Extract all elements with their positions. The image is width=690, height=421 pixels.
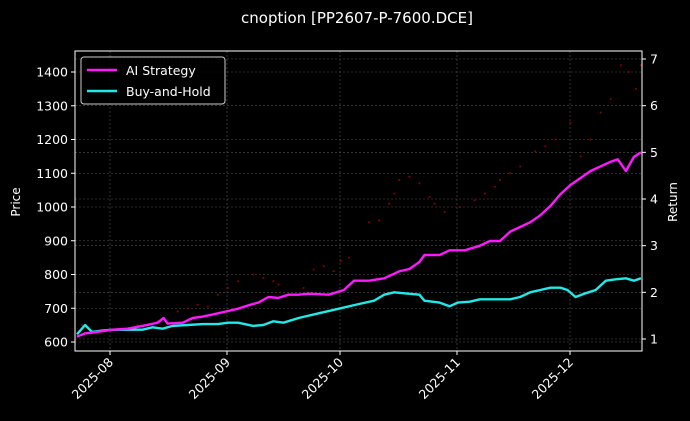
y-tick-right: 7 — [650, 52, 658, 67]
y-tick-right: 6 — [650, 98, 658, 113]
y-tick-left: 600 — [44, 335, 68, 350]
y-tick-left: 1100 — [36, 166, 68, 181]
ai-strategy-line — [76, 151, 642, 338]
y-tick-left: 1200 — [36, 132, 68, 147]
grid-lines — [75, 51, 642, 351]
plot-frame — [74, 50, 643, 352]
y-tick-right: 3 — [650, 238, 658, 253]
y-tick-left: 1400 — [36, 65, 68, 80]
y-tick-left: 1000 — [36, 200, 68, 215]
legend-box — [80, 56, 226, 105]
y-tick-right: 2 — [650, 285, 658, 300]
buy-and-hold-line — [76, 277, 642, 336]
x-tick-label: 2025-08 — [69, 354, 117, 402]
y-axis-label-left: Price — [9, 187, 23, 216]
y-tick-left: 1300 — [36, 98, 68, 113]
x-tick-label: 2025-10 — [299, 354, 347, 402]
y-tick-left: 900 — [44, 233, 68, 248]
y-tick-right: 1 — [650, 332, 658, 347]
x-axis: 2025-08 2025-09 2025-10 2025-11 2025-12 — [69, 351, 577, 403]
y-axis-right: 1 2 3 4 5 6 7 — [642, 52, 658, 347]
x-tick-label: 2025-12 — [529, 355, 577, 403]
legend-bh-label: Buy-and-Hold — [126, 84, 211, 99]
y-tick-right: 4 — [650, 192, 658, 207]
y-tick-left: 800 — [44, 267, 68, 282]
legend-ai-label: AI Strategy — [126, 63, 196, 78]
legend: AI Strategy Buy-and-Hold — [80, 56, 226, 105]
x-tick-label: 2025-09 — [186, 354, 234, 402]
x-tick-label: 2025-11 — [416, 355, 464, 403]
y-axis-label-right: Return — [666, 182, 680, 222]
y-tick-left: 700 — [44, 301, 68, 316]
y-axis-left: 600 700 800 900 1000 1100 1200 1300 1400 — [36, 65, 75, 350]
chart-title: cnoption [PP2607-P-7600.DCE] — [241, 9, 473, 27]
y-tick-right: 5 — [650, 145, 658, 160]
